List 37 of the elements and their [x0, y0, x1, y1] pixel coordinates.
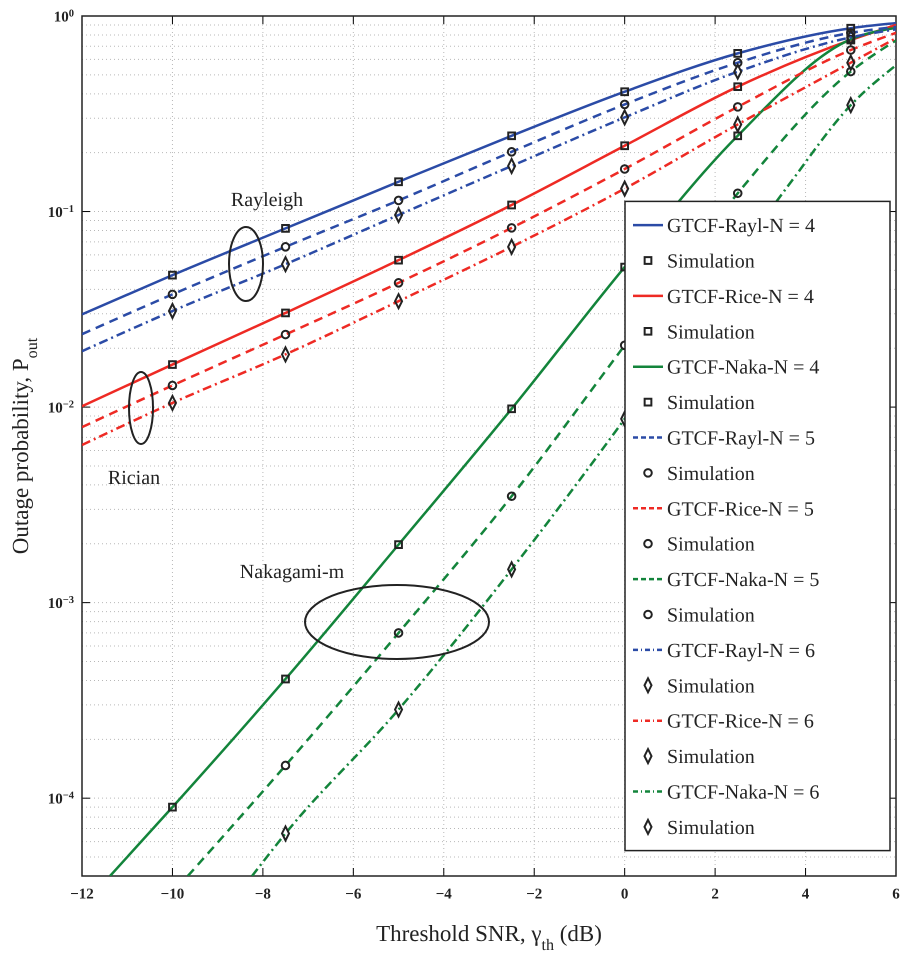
- x-tick-label: −12: [70, 886, 94, 903]
- legend-label: Simulation: [667, 816, 755, 839]
- legend-label: GTCF-Rice-N = 5: [667, 498, 814, 520]
- legend-label: GTCF-Rayl-N = 5: [667, 428, 815, 450]
- legend-label: GTCF-Naka-N = 6: [667, 782, 820, 804]
- legend-label: GTCF-Rayl-N = 6: [667, 640, 815, 662]
- y-tick-label: 10$^{0}$: [54, 8, 74, 26]
- legend-label: GTCF-Rice-N = 6: [667, 710, 814, 733]
- legend-label: Simulation: [667, 392, 755, 414]
- legend-label: Simulation: [667, 250, 755, 272]
- y-tick-label: 10$^{−2}$: [48, 398, 74, 416]
- legend-label: GTCF-Naka-N = 4: [667, 356, 820, 379]
- x-tick-label: 4: [802, 886, 810, 903]
- annotation: Rician: [108, 467, 160, 489]
- x-tick-label: 2: [711, 886, 719, 903]
- x-tick-label: 6: [892, 886, 900, 903]
- x-tick-label: 0: [620, 886, 628, 903]
- y-tick-label: 10$^{−1}$: [48, 203, 74, 221]
- legend-label: Simulation: [667, 321, 755, 344]
- legend-label: GTCF-Rice-N = 4: [667, 286, 814, 308]
- legend-label: Simulation: [667, 604, 755, 626]
- legend-label: Simulation: [667, 746, 755, 768]
- legend-label: GTCF-Rayl-N = 4: [667, 215, 815, 238]
- legend-label: Simulation: [667, 534, 755, 556]
- y-tick-label: 10$^{−4}$: [48, 790, 75, 808]
- x-axis-title: Threshold SNR, γ$_{th}$ (dB): [376, 921, 602, 953]
- legend-label: Simulation: [667, 462, 755, 485]
- y-tick-label: 10$^{−3}$: [48, 594, 74, 612]
- x-tick-label: −4: [436, 886, 452, 903]
- x-tick-label: −10: [160, 886, 184, 903]
- annotation: Nakagami-m: [240, 561, 345, 583]
- legend-label: Simulation: [667, 675, 755, 698]
- legend-label: GTCF-Naka-N = 5: [667, 569, 820, 592]
- x-tick-label: −8: [254, 886, 271, 903]
- x-tick-label: −6: [345, 886, 362, 903]
- x-tick-label: −2: [526, 886, 542, 903]
- annotation: Rayleigh: [230, 189, 304, 211]
